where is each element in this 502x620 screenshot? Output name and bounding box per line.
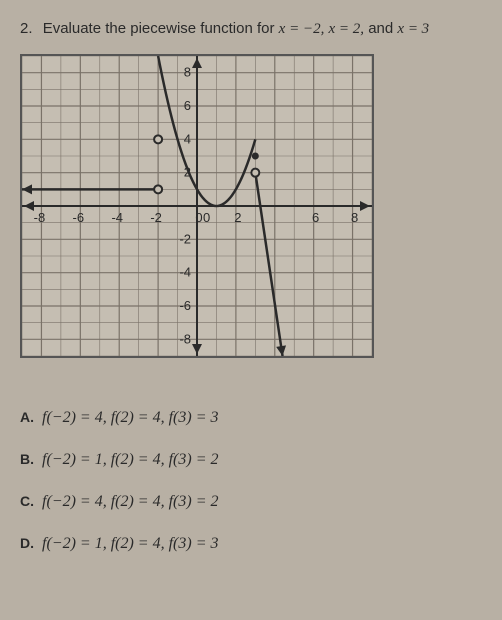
svg-text:6: 6 xyxy=(184,98,191,113)
question-prompt: 2. Evaluate the piecewise function for x… xyxy=(20,18,482,40)
svg-text:2: 2 xyxy=(234,210,241,225)
piecewise-graph: -8-6-4-20268-8-6-4-224680 xyxy=(20,54,374,358)
prompt-prefix: Evaluate the piecewise function for xyxy=(43,20,279,37)
x-val-1: x = −2, xyxy=(279,21,325,37)
svg-text:-8: -8 xyxy=(179,331,191,346)
svg-text:8: 8 xyxy=(184,65,191,80)
graph-svg: -8-6-4-20268-8-6-4-224680 xyxy=(22,56,372,356)
svg-text:-4: -4 xyxy=(179,265,191,280)
option-label: D. xyxy=(20,535,34,551)
svg-text:0: 0 xyxy=(203,210,210,225)
svg-text:6: 6 xyxy=(312,210,319,225)
conj: and xyxy=(368,20,397,37)
answer-option[interactable]: A. f(−2) = 4, f(2) = 4, f(3) = 3 xyxy=(20,398,482,438)
answer-option[interactable]: B. f(−2) = 1, f(2) = 4, f(3) = 2 xyxy=(20,440,482,480)
svg-text:-2: -2 xyxy=(179,231,191,246)
answer-option[interactable]: D. f(−2) = 1, f(2) = 4, f(3) = 3 xyxy=(20,524,482,564)
svg-text:-2: -2 xyxy=(150,210,162,225)
svg-text:-4: -4 xyxy=(111,210,123,225)
svg-text:-6: -6 xyxy=(73,210,85,225)
svg-text:0: 0 xyxy=(195,210,202,225)
question-number: 2. xyxy=(20,20,33,37)
x-val-2: x = 2, xyxy=(329,21,365,37)
answer-choices: A. f(−2) = 4, f(2) = 4, f(3) = 3 B. f(−2… xyxy=(20,398,482,564)
svg-text:-6: -6 xyxy=(179,298,191,313)
option-text: f(−2) = 1, f(2) = 4, f(3) = 3 xyxy=(42,535,219,552)
answer-option[interactable]: C. f(−2) = 4, f(2) = 4, f(3) = 2 xyxy=(20,482,482,522)
option-label: B. xyxy=(20,451,34,467)
svg-text:8: 8 xyxy=(351,210,358,225)
x-val-3: x = 3 xyxy=(397,21,429,37)
svg-text:4: 4 xyxy=(184,131,191,146)
svg-text:-8: -8 xyxy=(34,210,46,225)
option-text: f(−2) = 4, f(2) = 4, f(3) = 2 xyxy=(42,493,219,510)
option-label: C. xyxy=(20,493,34,509)
option-label: A. xyxy=(20,409,34,425)
option-text: f(−2) = 1, f(2) = 4, f(3) = 2 xyxy=(42,451,219,468)
option-text: f(−2) = 4, f(2) = 4, f(3) = 3 xyxy=(42,409,219,426)
